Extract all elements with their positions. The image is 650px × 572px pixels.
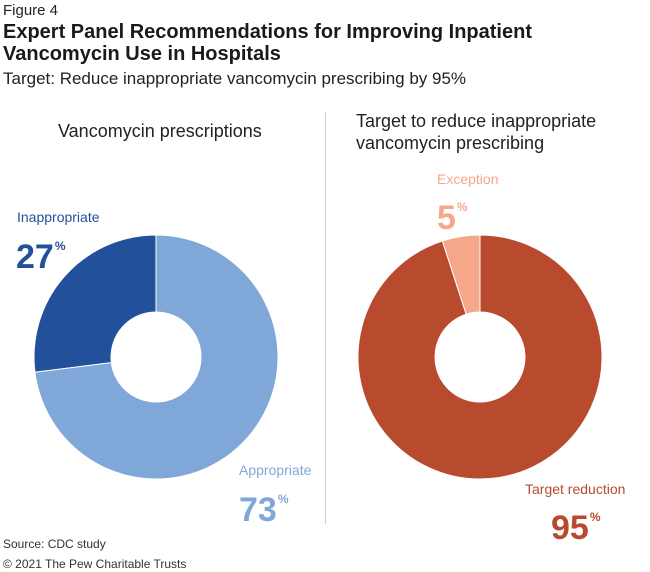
label-appropriate-text: Appropriate (239, 462, 312, 478)
panel-divider (325, 112, 326, 524)
value-target-reduction-number: 95 (551, 509, 589, 547)
label-inappropriate: Inappropriate (17, 209, 100, 225)
value-appropriate-unit: % (277, 492, 289, 506)
left-chart-title: Vancomycin prescriptions (58, 121, 262, 141)
donut-slice-inappropriate (33, 234, 157, 373)
value-target-reduction: 95% (551, 500, 601, 545)
label-inappropriate-text: Inappropriate (17, 209, 100, 225)
value-exception: 5% (437, 190, 468, 235)
right-chart-title: Target to reduce inappropriate vancomyci… (356, 111, 597, 153)
label-appropriate: Appropriate (239, 462, 311, 478)
chart-title: Expert Panel Recommendations for Improvi… (3, 21, 532, 65)
copyright-note: © 2021 The Pew Charitable Trusts (3, 557, 187, 571)
label-target-reduction: Target reduction (525, 481, 625, 497)
value-appropriate-number: 73 (239, 491, 277, 529)
value-inappropriate-unit: % (54, 239, 66, 253)
label-exception-text: Exception (437, 171, 499, 187)
source-note: Source: CDC study (3, 537, 106, 551)
value-exception-number: 5 (437, 199, 456, 237)
donut-slice-target-reduction (357, 234, 603, 480)
label-exception: Exception (437, 171, 498, 187)
value-target-reduction-unit: % (589, 510, 601, 524)
value-inappropriate-number: 27 (16, 238, 54, 276)
chart-subtitle: Target: Reduce inappropriate vancomycin … (3, 69, 467, 88)
label-target-reduction-text: Target reduction (525, 481, 626, 497)
value-appropriate: 73% (239, 482, 289, 527)
figure-label: Figure 4 (3, 2, 59, 19)
value-inappropriate: 27% (16, 229, 66, 274)
donut-slice-appropriate (34, 234, 279, 480)
value-exception-unit: % (456, 200, 468, 214)
